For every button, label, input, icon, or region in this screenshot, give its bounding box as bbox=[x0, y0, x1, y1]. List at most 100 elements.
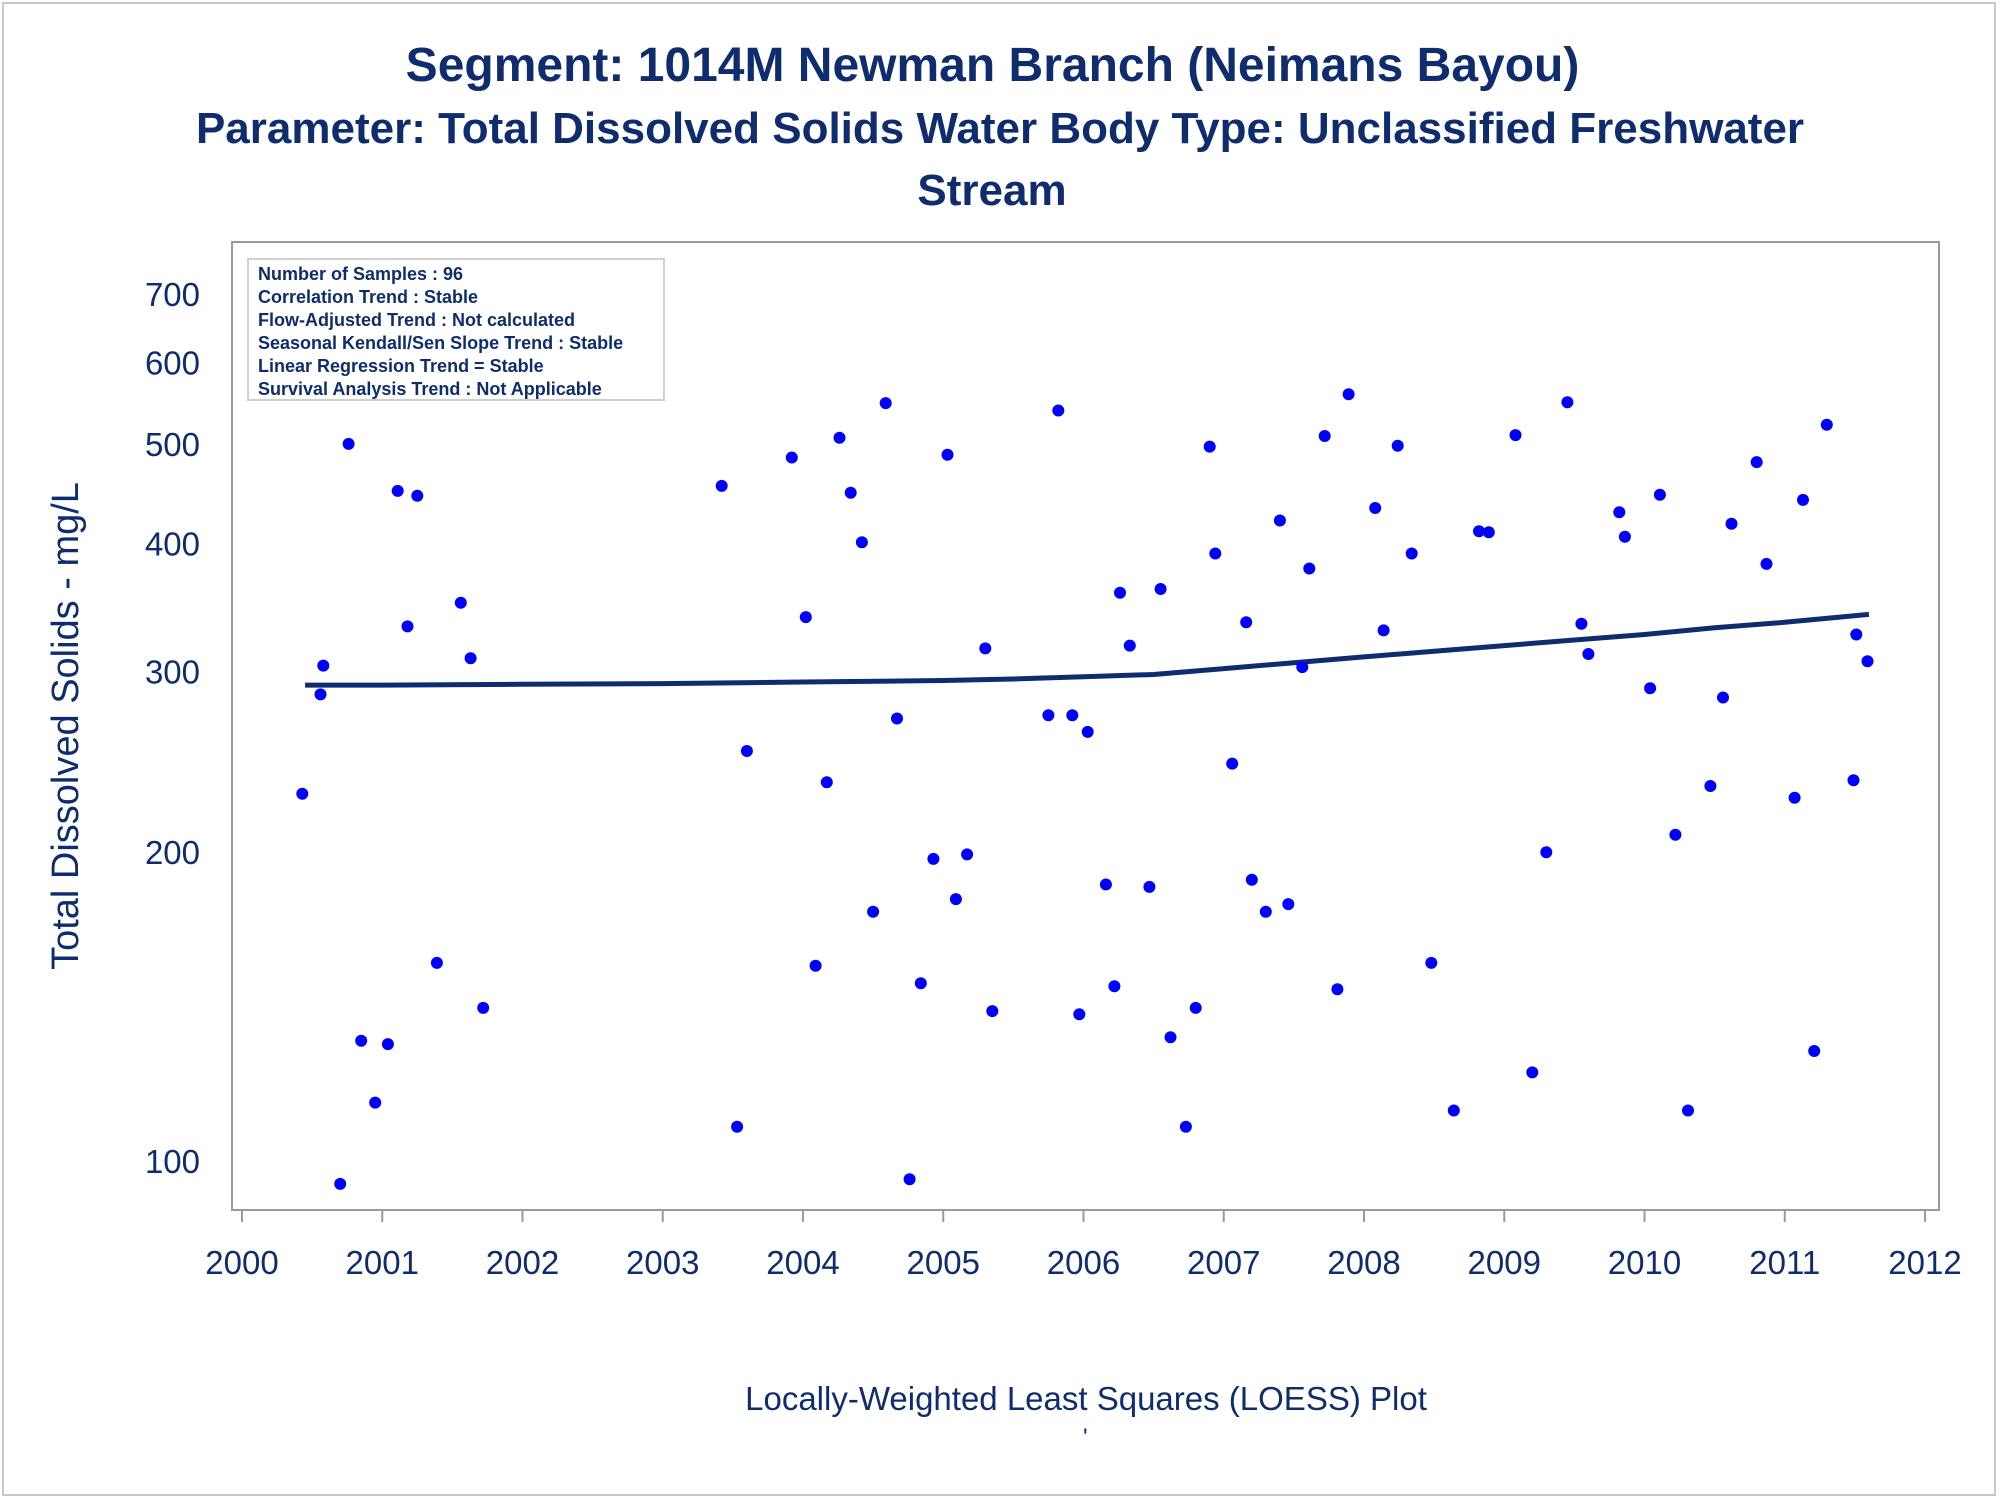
data-point bbox=[1114, 586, 1126, 599]
data-point bbox=[1081, 725, 1094, 738]
data-point bbox=[1447, 1104, 1460, 1117]
data-point bbox=[1189, 1001, 1202, 1014]
data-point bbox=[369, 1096, 382, 1109]
data-point bbox=[464, 652, 477, 665]
data-point bbox=[1669, 828, 1682, 841]
data-point bbox=[454, 596, 467, 609]
x-axis: 2000 2001 2002 2003 2004 2005 2006 2007 2008 2009… bbox=[205, 1209, 1962, 1281]
data-point bbox=[342, 437, 355, 450]
data-point bbox=[430, 956, 443, 969]
loess-trend-layer bbox=[305, 611, 1870, 688]
x-tick-label: 2012 bbox=[1888, 1244, 1961, 1281]
data-point bbox=[381, 1038, 394, 1051]
x-tick-label: 2005 bbox=[907, 1244, 980, 1281]
data-point bbox=[1540, 846, 1553, 859]
data-point bbox=[1808, 1045, 1821, 1057]
data-point bbox=[799, 611, 812, 624]
data-point bbox=[1240, 616, 1253, 629]
y-tick-label: 100 bbox=[145, 1143, 200, 1180]
data-point bbox=[296, 787, 309, 800]
data-point bbox=[1179, 1120, 1192, 1133]
data-point bbox=[740, 745, 753, 757]
y-tick-label: 400 bbox=[145, 525, 200, 562]
data-point bbox=[914, 977, 927, 990]
chart-title: Segment: 1014M Newman Branch (Neimans Ba… bbox=[405, 39, 1580, 92]
data-point bbox=[1282, 898, 1295, 911]
data-point bbox=[1377, 624, 1390, 637]
data-point bbox=[855, 536, 868, 549]
data-point bbox=[1391, 439, 1404, 452]
stats-line: Linear Regression Trend = Stable bbox=[258, 356, 544, 376]
data-point bbox=[1509, 429, 1522, 442]
data-point bbox=[986, 1005, 999, 1018]
data-point bbox=[355, 1034, 368, 1047]
chart-subtitle-continued: Stream bbox=[917, 166, 1067, 215]
data-point bbox=[1164, 1031, 1177, 1044]
x-tick-label: 2007 bbox=[1187, 1244, 1260, 1281]
data-point bbox=[334, 1177, 347, 1190]
data-point bbox=[941, 448, 954, 461]
data-point bbox=[1820, 418, 1833, 431]
data-point bbox=[927, 852, 940, 865]
data-point bbox=[1342, 388, 1355, 401]
data-point bbox=[1561, 396, 1574, 409]
stats-line: Correlation Trend : Stable bbox=[258, 287, 478, 307]
data-point bbox=[1526, 1066, 1539, 1079]
x-tick-label: 2002 bbox=[486, 1244, 559, 1281]
data-point bbox=[401, 620, 414, 633]
y-tick-label: 700 bbox=[145, 276, 200, 313]
x-tick-label: 2010 bbox=[1608, 1244, 1681, 1281]
x-tick-label: 2003 bbox=[626, 1244, 699, 1281]
data-point bbox=[1203, 440, 1216, 453]
data-point bbox=[1717, 691, 1729, 704]
data-point bbox=[785, 451, 798, 464]
data-point bbox=[1582, 648, 1595, 660]
x-tick-label: 2011 bbox=[1749, 1244, 1820, 1281]
data-point bbox=[1318, 430, 1331, 442]
data-point bbox=[1405, 547, 1418, 560]
x-tick-label: 2004 bbox=[766, 1244, 839, 1281]
data-point bbox=[317, 659, 330, 672]
data-point bbox=[820, 776, 833, 789]
data-point bbox=[1042, 709, 1055, 722]
data-point bbox=[1788, 791, 1801, 804]
data-point bbox=[1613, 506, 1626, 519]
stats-box-border bbox=[247, 258, 665, 401]
data-point bbox=[715, 479, 728, 492]
x-tick-label: 2008 bbox=[1327, 1244, 1400, 1281]
data-point bbox=[1760, 557, 1773, 570]
y-axis: 100 200 300 400 500 600 700 bbox=[145, 276, 200, 1180]
x-tick-label: 2006 bbox=[1047, 1244, 1120, 1281]
stats-line: Seasonal Kendall/Sen Slope Trend : Stabl… bbox=[258, 333, 623, 353]
data-point bbox=[477, 1001, 490, 1014]
data-point bbox=[731, 1120, 744, 1133]
data-point bbox=[844, 486, 857, 499]
data-point bbox=[1850, 628, 1863, 641]
x-tick-label: 2000 bbox=[205, 1244, 278, 1281]
loess-trend-line bbox=[305, 611, 1870, 688]
x-tick-label: 2009 bbox=[1468, 1244, 1541, 1281]
stats-line: Number of Samples : 96 bbox=[258, 264, 463, 284]
data-point bbox=[1473, 525, 1485, 538]
footnote-mark: ' bbox=[1083, 1424, 1088, 1451]
data-point bbox=[1123, 639, 1136, 652]
data-point bbox=[867, 905, 880, 918]
data-point bbox=[1296, 661, 1309, 674]
data-point bbox=[1704, 780, 1717, 792]
x-tick-label: 2001 bbox=[346, 1244, 419, 1281]
data-point bbox=[809, 959, 822, 972]
data-point bbox=[1482, 526, 1495, 539]
data-point bbox=[1331, 983, 1344, 996]
data-point bbox=[1847, 774, 1860, 787]
data-point bbox=[961, 848, 974, 861]
data-point bbox=[391, 484, 404, 497]
data-point bbox=[1245, 873, 1258, 886]
data-point bbox=[1425, 956, 1438, 969]
data-point bbox=[1209, 547, 1222, 560]
y-tick-label: 200 bbox=[145, 834, 200, 871]
data-point bbox=[1575, 617, 1588, 630]
data-point bbox=[1797, 493, 1809, 506]
data-point bbox=[411, 489, 424, 502]
